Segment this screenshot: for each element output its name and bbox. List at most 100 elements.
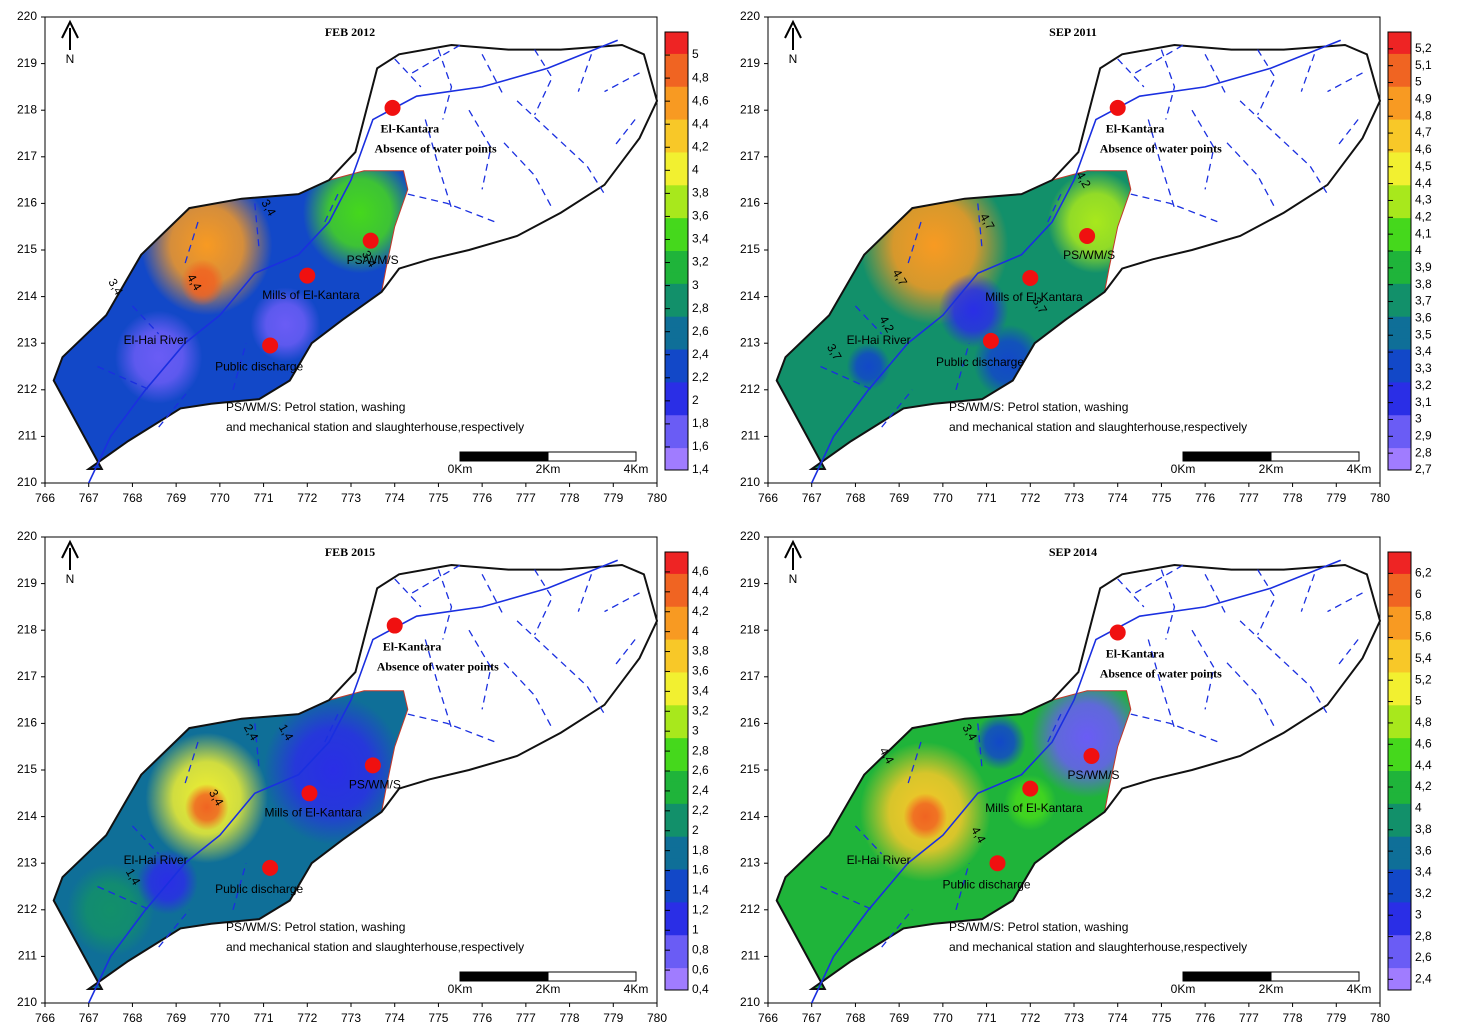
colorbar-label: 4,6 [692, 93, 709, 107]
x-tick-label: 778 [560, 491, 580, 505]
colorbar-label: 5,1 [1415, 58, 1432, 72]
colorbar-label: 4,8 [692, 70, 709, 84]
colorbar-label: 3,2 [1415, 886, 1432, 900]
colorbar-cell [1388, 294, 1411, 307]
scale-bar-black [1182, 451, 1272, 462]
stream [97, 885, 151, 911]
field-blob [302, 170, 408, 274]
stream [1147, 119, 1176, 209]
colorbar-label: 4,4 [692, 584, 709, 598]
colorbar-label: 2,6 [692, 763, 709, 777]
scale-label: 0Km [448, 982, 473, 996]
note: and mechanical station and slaughterhous… [949, 940, 1247, 954]
colorbar-cell [1388, 86, 1411, 99]
colorbar-cell [1388, 382, 1411, 394]
y-tick-label: 215 [17, 762, 37, 776]
colorbar-cell [665, 803, 688, 816]
colorbar-label: 5,2 [1415, 41, 1432, 55]
colorbar-cell [665, 415, 688, 427]
stream [955, 343, 970, 390]
y-tick-label: 214 [740, 289, 760, 303]
colorbar-cell [665, 349, 688, 361]
y-tick-label: 218 [740, 622, 760, 636]
annotation: Absence of water points [375, 142, 497, 156]
colorbar-label: 0,6 [692, 962, 709, 976]
y-tick-label: 218 [17, 102, 37, 116]
colorbar-cell [665, 437, 688, 449]
y-tick-label: 212 [740, 902, 760, 916]
river [810, 559, 1341, 1004]
colorbar-cell [665, 705, 688, 717]
site-marker [989, 855, 1006, 872]
stream [254, 203, 260, 251]
x-tick-label: 769 [166, 1011, 186, 1025]
y-tick-label: 211 [741, 429, 760, 443]
x-tick-label: 775 [1151, 1011, 1171, 1025]
colorbar-cell [665, 86, 688, 99]
site-label: El-Kantara [1106, 122, 1165, 136]
colorbar-cell [665, 946, 688, 958]
colorbar-cell [665, 979, 688, 991]
stream [407, 713, 496, 743]
note: PS/WM/S: Petrol station, washing [226, 400, 405, 414]
site-marker [386, 617, 403, 634]
colorbar-label: 4,2 [692, 139, 709, 153]
colorbar-cell [665, 869, 688, 881]
colorbar-label: 5,8 [1415, 608, 1432, 622]
colorbar-cell [665, 716, 688, 728]
colorbar-cell [665, 196, 688, 208]
colorbar-cell [665, 283, 688, 296]
y-tick-label: 213 [17, 335, 37, 349]
colorbar-label: 3,6 [692, 664, 709, 678]
stream [820, 885, 874, 911]
x-tick-label: 775 [1151, 491, 1171, 505]
colorbar-cell [1388, 415, 1411, 427]
colorbar-cell [665, 360, 688, 372]
stream [1335, 639, 1359, 668]
colorbar-cell [1388, 53, 1411, 66]
colorbar-label: 4,8 [1415, 108, 1432, 122]
site-marker [384, 99, 401, 116]
colorbar-label: 1,6 [692, 863, 709, 877]
y-tick-label: 212 [740, 382, 760, 396]
colorbar-label: 2,2 [692, 370, 709, 384]
colorbar-label: 2,8 [1415, 929, 1432, 943]
colorbar-cell [665, 316, 688, 329]
stream [1130, 193, 1219, 223]
stream [232, 863, 247, 910]
colorbar-cell [665, 584, 688, 597]
colorbar-cell [665, 781, 688, 794]
colorbar-cell [1388, 584, 1411, 597]
colorbar-label: 2,6 [692, 324, 709, 338]
stream [1130, 713, 1219, 743]
colorbar-cell [1388, 371, 1411, 383]
site-marker [364, 757, 381, 774]
map-title: FEB 2012 [325, 25, 375, 39]
colorbar-cell [1388, 218, 1411, 230]
stream [503, 662, 553, 729]
colorbar-label: 2 [692, 393, 699, 407]
colorbar-cell [1388, 792, 1411, 805]
colorbar-cell [1388, 595, 1411, 608]
stream [1335, 119, 1359, 148]
annotation: Absence of water points [1100, 142, 1222, 156]
colorbar-cell [1388, 738, 1411, 750]
y-tick-label: 217 [740, 669, 760, 683]
stream [516, 100, 606, 195]
map-panel: 766 767 768 769 770 771 772 773 774 775 776 777 778 7… [740, 529, 1432, 1025]
river-label: El-Hai River [847, 333, 911, 347]
scale-bar-black [459, 971, 549, 982]
stream [1300, 574, 1316, 612]
colorbar-cell [1388, 683, 1411, 695]
stream [1191, 109, 1215, 190]
colorbar-cell [665, 562, 688, 575]
stream [1160, 569, 1176, 640]
colorbar-label: 4,6 [1415, 736, 1432, 750]
river [87, 559, 618, 1004]
stream [1204, 573, 1228, 617]
y-tick-label: 219 [740, 576, 760, 590]
river-label: El-Hai River [847, 853, 911, 867]
site-label: PS/WM/S [1063, 248, 1115, 262]
field-blob [973, 714, 1026, 770]
colorbar-cell [1388, 32, 1411, 44]
